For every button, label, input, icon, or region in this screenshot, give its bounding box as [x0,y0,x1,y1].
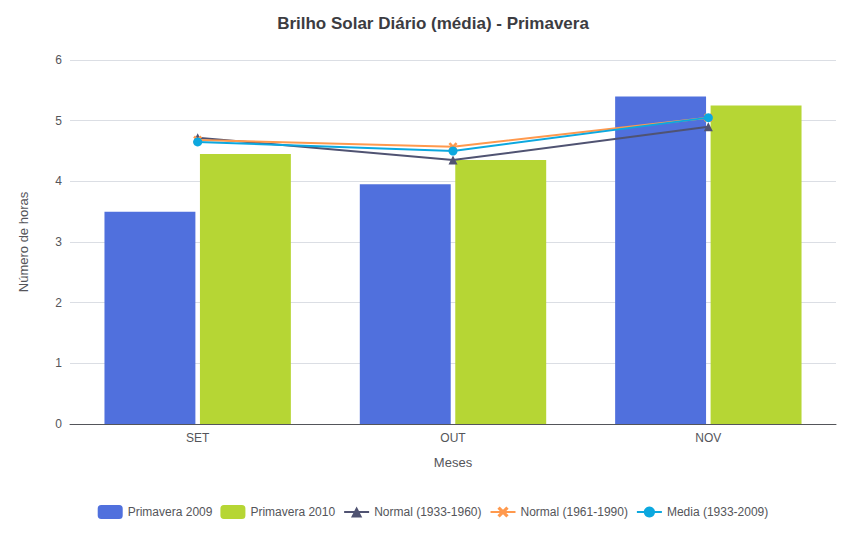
svg-text:Normal (1961-1990): Normal (1961-1990) [521,505,628,519]
svg-text:Primavera 2010: Primavera 2010 [250,505,335,519]
svg-text:3: 3 [55,235,62,249]
svg-text:OUT: OUT [440,431,466,445]
svg-text:4: 4 [55,174,62,188]
svg-text:Normal (1933-1960): Normal (1933-1960) [374,505,481,519]
svg-text:5: 5 [55,114,62,128]
svg-text:Media (1933-2009): Media (1933-2009) [667,505,768,519]
svg-text:SET: SET [186,431,210,445]
svg-text:1: 1 [55,356,62,370]
svg-text:6: 6 [55,53,62,67]
svg-text:2: 2 [55,296,62,310]
svg-text:NOV: NOV [695,431,721,445]
svg-text:Meses: Meses [434,455,473,470]
svg-text:Brilho Solar Diário (média) -: Brilho Solar Diário (média) - Primavera [277,14,589,33]
svg-text:Número de horas: Número de horas [16,191,31,292]
svg-text:Primavera 2009: Primavera 2009 [128,505,213,519]
svg-text:0: 0 [55,417,62,431]
